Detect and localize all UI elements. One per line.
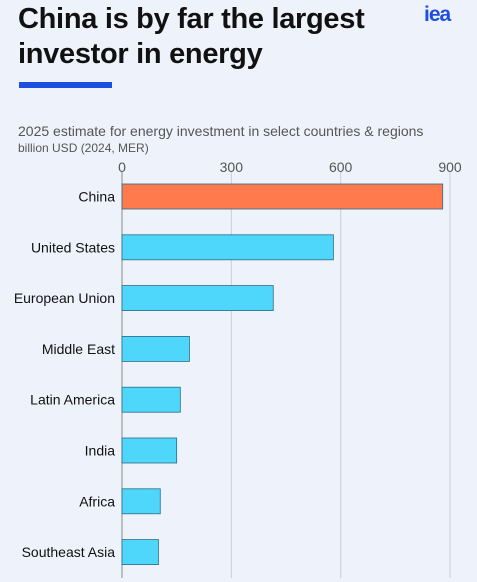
- x-tick-label: 0: [118, 159, 126, 175]
- title-accent-bar: [19, 82, 112, 88]
- bar-latin-america: [121, 386, 181, 413]
- chart-subtitle: 2025 estimate for energy investment in s…: [18, 123, 424, 139]
- bar-africa: [121, 488, 161, 515]
- iea-logo: iea: [424, 3, 451, 26]
- bar-united-states: [121, 234, 334, 261]
- bar-middle-east: [121, 335, 190, 362]
- bar-southeast-asia: [121, 539, 159, 565]
- category-label: China: [78, 189, 115, 205]
- x-tick-label: 300: [220, 159, 244, 175]
- category-label: India: [85, 443, 116, 459]
- category-label: Southeast Asia: [22, 544, 116, 560]
- bar-european-union: [121, 285, 274, 312]
- chart-unit-label: billion USD (2024, MER): [18, 141, 149, 155]
- category-label: European Union: [14, 290, 115, 306]
- bar-china: [121, 183, 444, 210]
- x-tick-label: 600: [329, 159, 353, 175]
- bar-india: [121, 437, 178, 464]
- category-label: Latin America: [30, 392, 115, 408]
- category-label: United States: [31, 239, 115, 255]
- x-tick-label: 900: [438, 159, 462, 175]
- category-label: Africa: [79, 493, 115, 509]
- category-label: Middle East: [42, 341, 115, 357]
- chart-title: China is by far the largest investor in …: [18, 3, 365, 70]
